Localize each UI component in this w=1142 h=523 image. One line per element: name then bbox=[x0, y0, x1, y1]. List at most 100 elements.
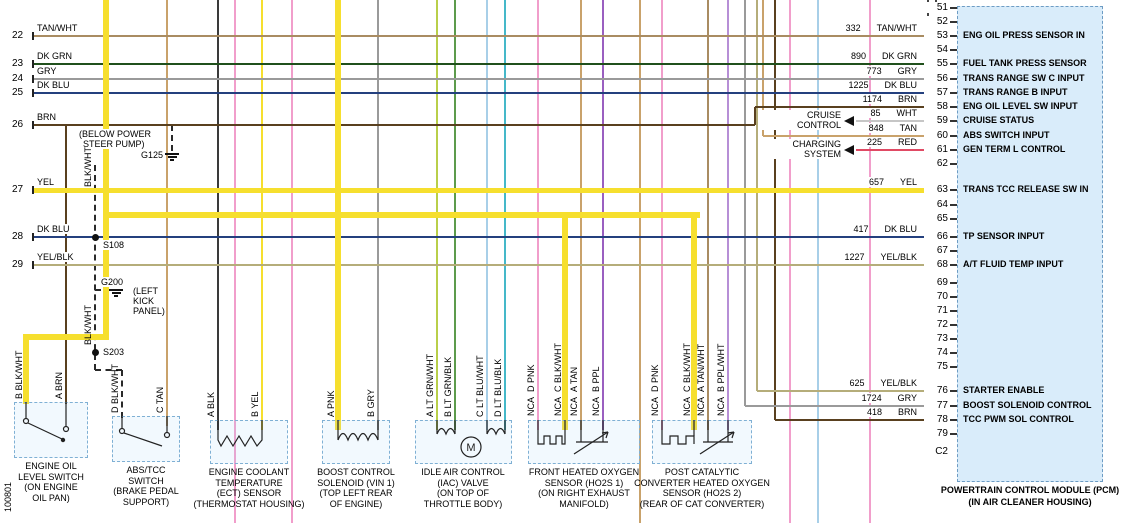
circuit-label: 417 DK BLU bbox=[758, 224, 918, 234]
svg-text:M: M bbox=[466, 442, 475, 454]
terminal-pin-and-color-vlabel: D LT BLU/BLK bbox=[493, 358, 503, 417]
circuit-number: 1225 bbox=[847, 80, 870, 90]
wire-horizontal bbox=[33, 92, 925, 94]
circuit-number: 417 bbox=[852, 224, 870, 234]
wire-horizontal bbox=[775, 419, 925, 421]
pcm-pin-label: CRUISE STATUS bbox=[963, 115, 1035, 125]
g125-wire-color-vlabel: BLK/WHT bbox=[83, 146, 93, 187]
pcm-pin-number: 60 bbox=[924, 130, 948, 141]
component-name-line: BOOST CONTROL bbox=[317, 467, 395, 477]
pcm-pin-number: 79 bbox=[924, 428, 948, 439]
pcm-pin-label: TCC PWM SOL CONTROL bbox=[963, 414, 1074, 424]
pcm-pin-number: 64 bbox=[924, 199, 948, 210]
pcm-pin-label: FUEL TANK PRESS SENSOR bbox=[963, 58, 1087, 68]
pcm-pin-tick bbox=[950, 310, 957, 312]
left-edge-tick bbox=[32, 89, 34, 97]
highlighted-circuit bbox=[335, 0, 341, 430]
g125-location-line2: STEER PUMP) bbox=[82, 139, 146, 149]
g125-label: G125 bbox=[132, 150, 164, 160]
pcm-pin-label: TRANS RANGE B INPUT bbox=[963, 87, 1068, 97]
left-edge-tick bbox=[32, 32, 34, 40]
component-name-line: ENGINE OIL bbox=[25, 461, 77, 471]
pcm-module-box bbox=[957, 6, 1103, 482]
wire-horizontal bbox=[33, 236, 925, 238]
sheet-number: 100801 bbox=[3, 481, 13, 512]
terminal-pin-and-color-vlabel: C TAN bbox=[155, 386, 165, 413]
g125-location-line1: (BELOW POWER bbox=[78, 129, 153, 139]
terminal-pin-and-color-vlabel: B PPL bbox=[591, 366, 601, 392]
pcm-pin-number: 53 bbox=[924, 30, 948, 41]
terminal-pin-and-color-vlabel: B PPL/WHT bbox=[716, 343, 726, 392]
component-name-line: SOLENOID (VIN 1) bbox=[317, 477, 395, 488]
circuit-wire-color: DK BLU bbox=[883, 224, 918, 234]
component-symbol bbox=[652, 420, 752, 464]
wire-vertical bbox=[774, 0, 776, 420]
ground-symbol-g200 bbox=[109, 289, 123, 291]
pcm-pin-number: 57 bbox=[924, 87, 948, 98]
circuit-number: 773 bbox=[865, 66, 883, 76]
component-symbol bbox=[528, 420, 640, 464]
ground-symbol-g200 bbox=[114, 295, 118, 297]
pcm-pin-tick bbox=[950, 120, 957, 122]
terminal-pin-and-color-vlabel: A TAN bbox=[569, 366, 579, 392]
g200-location-line1: (LEFT bbox=[132, 286, 160, 296]
circuit-number: 657 bbox=[867, 177, 885, 187]
circuit-label: 657 YEL bbox=[758, 177, 918, 187]
pcm-pin-tick bbox=[950, 35, 957, 37]
cruise-control-label-line2: CONTROL bbox=[762, 120, 842, 130]
wire-vertical bbox=[291, 0, 293, 523]
pcm-pin-label: BOOST SOLENOID CONTROL bbox=[963, 400, 1092, 410]
wire-vertical bbox=[756, 0, 758, 391]
highlighted-circuit bbox=[562, 212, 568, 430]
component-name-line: SWITCH bbox=[128, 475, 164, 486]
splice-s108-label: S108 bbox=[102, 240, 126, 250]
left-wire-color-label: DK BLU bbox=[36, 80, 71, 90]
left-edge-tick bbox=[32, 75, 34, 83]
component-name-line: (BRAKE PEDAL bbox=[113, 486, 179, 496]
circuit-wire-color: DK BLU bbox=[883, 80, 918, 90]
g200-location-line3: PANEL) bbox=[132, 306, 166, 316]
component-name-line: (THERMOSTAT HOUSING) bbox=[193, 498, 305, 509]
pcm-pin-label: A/T FLUID TEMP INPUT bbox=[963, 259, 1064, 269]
pcm-pin-tick bbox=[950, 63, 957, 65]
pcm-pin-tick bbox=[950, 189, 957, 191]
component-symbol: M bbox=[415, 420, 512, 464]
wire-horizontal bbox=[745, 405, 925, 407]
terminal-nca-vlabel: NCA bbox=[682, 396, 692, 416]
left-terminal-number: 29 bbox=[12, 259, 24, 270]
left-terminal-number: 26 bbox=[12, 119, 24, 130]
charging-system-label-line1: CHARGING bbox=[762, 139, 842, 149]
terminal-pin-and-color-vlabel: A LT GRN/WHT bbox=[425, 353, 435, 417]
component-name-line: FRONT HEATED OXYGEN bbox=[528, 467, 640, 477]
circuit-wire-color: RED bbox=[896, 137, 918, 147]
terminal-nca-vlabel: NCA bbox=[553, 396, 563, 416]
circuit-wire-color: GRY bbox=[896, 393, 918, 403]
terminal-pin-and-color-vlabel: B YEL bbox=[250, 391, 260, 417]
pcm-pin-tick bbox=[950, 419, 957, 421]
ground-symbol-g125 bbox=[170, 159, 174, 161]
pcm-title-line2: (IN AIR CLEANER HOUSING) bbox=[968, 497, 1092, 507]
pcm-pin-tick bbox=[950, 236, 957, 238]
pcm-pin-tick bbox=[950, 264, 957, 266]
left-wire-color-label: TAN/WHT bbox=[36, 23, 79, 33]
ground-wire-dashed-vertical bbox=[121, 370, 123, 418]
circuit-wire-color: YEL/BLK bbox=[879, 252, 918, 262]
terminal-pin-and-color-vlabel: C BLK/WHT bbox=[682, 342, 692, 392]
highlighted-circuit bbox=[23, 334, 29, 404]
component-symbol bbox=[322, 420, 390, 464]
terminal-nca-vlabel: NCA bbox=[591, 396, 601, 416]
terminal-nca-vlabel: NCA bbox=[569, 396, 579, 416]
left-edge-tick bbox=[32, 121, 34, 129]
pcm-pin-number: 78 bbox=[924, 414, 948, 425]
wire-vertical bbox=[789, 0, 791, 523]
pcm-pin-tick bbox=[950, 324, 957, 326]
left-wire-color-label: GRY bbox=[36, 66, 58, 76]
component-name-line: (ON RIGHT EXHAUST bbox=[538, 488, 630, 498]
ground-symbol-g200 bbox=[111, 292, 121, 294]
terminal-pin-and-color-vlabel: C BLK/WHT bbox=[553, 342, 563, 392]
pcm-pin-tick bbox=[950, 163, 957, 165]
pcm-pin-number: 68 bbox=[924, 259, 948, 270]
pcm-pin-number: 65 bbox=[924, 213, 948, 224]
component-symbol bbox=[14, 402, 88, 458]
pcm-pin-number: 66 bbox=[924, 231, 948, 242]
